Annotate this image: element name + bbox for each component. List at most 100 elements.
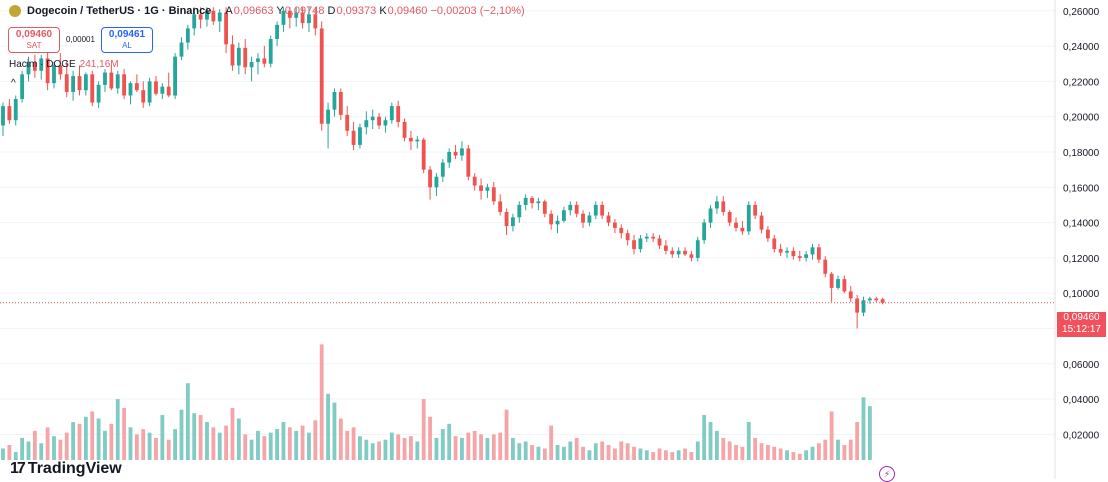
volume-bar [670,452,675,460]
candle-body [300,12,305,24]
candle-body [39,58,44,71]
candle-body [32,61,37,71]
sell-button[interactable]: 0,09460 SAT [8,27,60,53]
volume-bar [829,411,834,460]
candle-body [396,106,401,122]
candle-body [810,247,815,255]
volume-bar [778,448,783,460]
low-value: 0,09373 [336,5,377,17]
volume-bar [351,427,356,460]
y-tick-label: 0,20000 [1063,113,1100,124]
volume-bar [581,446,585,460]
y-tick-label: 0,04000 [1063,395,1100,406]
candle-body [829,273,834,288]
candle-body [351,130,356,145]
candle-body [198,14,203,20]
volume-bar [313,420,318,460]
volume-bar [262,436,267,460]
candle-body [90,74,95,103]
candle-body [71,76,76,92]
volume-bar [409,436,413,460]
buy-price: 0,09461 [108,29,146,40]
volume-bar [485,437,490,460]
volume-bar [192,413,197,460]
volume-bar [823,439,828,460]
volume-bar [746,422,751,460]
candle-body [663,245,668,251]
candle-body [440,162,445,177]
volume-bar [134,434,139,460]
candle-body [753,204,758,216]
candle-body [880,299,885,303]
candle-body [511,217,515,227]
high-label: Y [276,5,284,17]
lightning-icon[interactable]: ⚡ [879,466,895,482]
volume-bar [421,399,426,460]
volume-bar [166,439,171,460]
candle-body [294,12,299,18]
volume-bar [428,416,432,460]
close-value: 0,09460 [387,5,428,17]
candle-body [262,58,267,64]
volume-bar [440,429,445,460]
volume-bar [332,402,337,460]
volume-bar [530,444,534,460]
symbol-title[interactable]: Dogecoin / TetherUS · 1G · Binance [27,5,212,17]
close-label: K [379,5,387,17]
candle-body [689,254,694,258]
candle-body [128,83,133,96]
candle-body [13,99,18,121]
candle-body [536,201,541,204]
tradingview-logo[interactable]: 17 TradingView [10,460,122,478]
volume-bar [83,416,88,460]
volume-bar [619,441,624,460]
buy-button[interactable]: 0,09461 AL [101,27,153,53]
volume-bar [542,448,547,460]
candle-body [26,61,31,75]
volume-bar [753,437,758,460]
volume-bar [396,434,401,460]
candle-body [785,250,789,253]
volume-bar [205,422,209,460]
y-tick-label: 0,18000 [1063,148,1100,159]
volume-bar [536,446,541,460]
candle-body [58,65,63,75]
candle-body [708,208,713,223]
volume-bar [702,414,707,460]
volume-bar [785,450,789,460]
candle-body [236,47,241,66]
candle-body [377,116,381,126]
candle-body [313,14,318,29]
collapse-legend-icon[interactable]: ^ [11,78,16,89]
candle-body [797,256,802,258]
y-tick-label: 0,16000 [1063,183,1100,194]
buy-label: AL [122,41,132,50]
volume-bar [511,437,515,460]
volume-bar [587,450,592,460]
volume-bar [460,437,464,460]
volume-bar [810,446,815,460]
y-tick-label: 0,26000 [1063,7,1100,18]
volume-bar [625,443,630,460]
candle-body [836,279,840,288]
volume-bar [683,448,687,460]
volume-bar [415,441,420,460]
volume-bar [326,393,330,460]
candle-body [141,90,146,103]
volume-bar [574,437,579,460]
y-tick-label: 0,22000 [1063,77,1100,88]
volume-bar [498,432,503,460]
volume-bar [103,430,107,460]
volume-legend[interactable]: Hacim · DOGE 241,16M [9,59,119,70]
candle-body [77,76,82,91]
candle-body [613,222,617,228]
candle-body [109,72,114,89]
candle-body [20,74,25,100]
y-tick-label: 0,10000 [1063,289,1100,300]
candle-body [593,204,598,216]
volume-bar [147,432,152,460]
candle-body [160,86,165,94]
candle-body [485,187,490,191]
volume-bar [491,434,496,460]
